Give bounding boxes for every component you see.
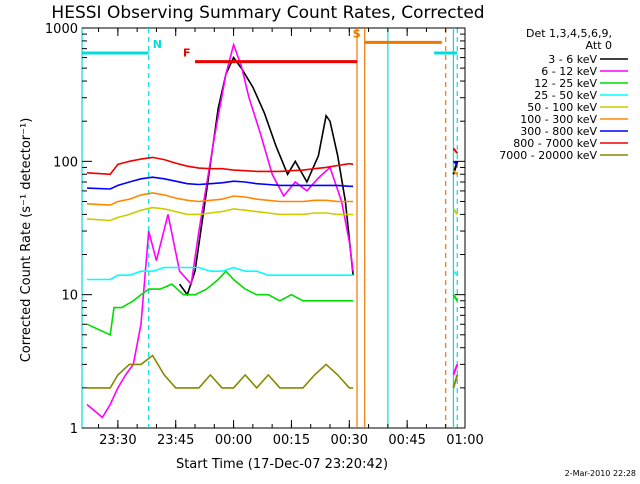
chart-title: HESSI Observing Summary Count Rates, Cor… [51, 3, 484, 23]
series-line-6 [86, 176, 354, 190]
y-tick-label-2: 100 [53, 155, 78, 170]
y-tick-label-3: 1000 [45, 22, 78, 37]
flag-label-2: S [353, 27, 361, 40]
flag-label-1: N [153, 38, 162, 51]
series-line-2 [86, 270, 354, 336]
x-tick-label-1: 23:45 [157, 433, 194, 448]
series-segment-8 [452, 374, 459, 389]
series-line-4 [86, 206, 354, 222]
axes: 23:30 23:45 00:00 00:15 00:30 00:45 01:00 1 10 10… [45, 22, 484, 448]
legend-label-8: 7000 - 20000 keV [499, 149, 597, 162]
series-line-5 [86, 192, 354, 206]
legend-title-1: Att 0 [586, 39, 612, 52]
legend-label-6: 300 - 800 keV [520, 125, 597, 138]
flag-label-0: F [183, 47, 191, 60]
series-segment-1 [452, 364, 459, 376]
series-segment-6 [452, 160, 458, 166]
legend-title-0: Det 1,3,4,5,6,9, [526, 27, 612, 40]
flag-bars: F N S [82, 27, 458, 64]
timestamp: 2-Mar-2010 22:28 [565, 469, 636, 478]
x-tick-label-2: 00:00 [215, 433, 252, 448]
x-tick-label-6: 01:00 [446, 433, 483, 448]
x-axis-label: Start Time (17-Dec-07 23:20:42) [176, 457, 388, 472]
legend-label-3: 25 - 50 keV [534, 89, 597, 102]
series-line-8 [87, 354, 354, 390]
legend-label-4: 50 - 100 keV [527, 101, 597, 114]
series-line-0 [178, 56, 354, 297]
series-line-1 [86, 42, 354, 419]
series-segment-2 [452, 294, 459, 302]
y-tick-label-0: 1 [70, 422, 78, 437]
series-segment-4 [452, 208, 459, 215]
legend-label-7: 800 - 7000 keV [513, 137, 597, 150]
legend-label-0: 3 - 6 keV [548, 53, 597, 66]
x-tick-label-0: 23:30 [99, 433, 136, 448]
series-segment-7 [452, 147, 459, 154]
vertical-markers [81, 28, 458, 428]
plot-frame [81, 27, 466, 429]
series-layer [86, 42, 459, 419]
legend-label-1: 6 - 12 keV [541, 65, 597, 78]
series-segment-5 [452, 169, 458, 176]
series-segment-3 [452, 270, 459, 276]
series-line-7 [86, 156, 354, 176]
y-tick-label-1: 10 [61, 289, 78, 304]
series-line-3 [87, 266, 354, 281]
x-tick-label-3: 00:15 [273, 433, 310, 448]
x-tick-label-5: 00:45 [388, 433, 425, 448]
legend-label-2: 12 - 25 keV [534, 77, 597, 90]
x-tick-label-4: 00:30 [331, 433, 368, 448]
y-axis-label: Corrected Count Rate (s⁻¹ detector⁻¹) [19, 118, 34, 363]
legend-label-5: 100 - 300 keV [520, 113, 597, 126]
plot-area [81, 27, 466, 429]
